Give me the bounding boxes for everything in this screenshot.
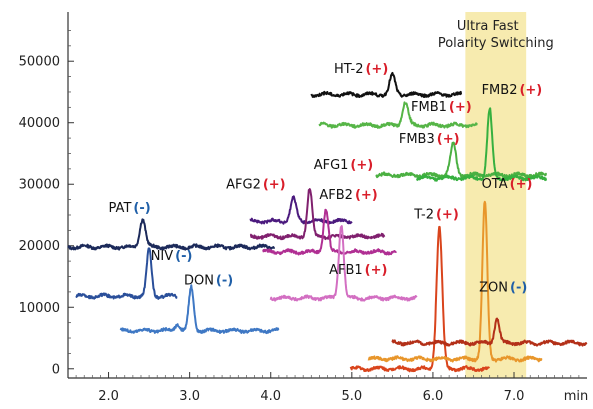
x-tick-label: 2.0 [98, 389, 119, 404]
peak-label-name: NIV [151, 249, 174, 264]
peak-label-name: FMB2 [482, 83, 518, 98]
trace-afb1 [269, 225, 418, 302]
x-tick-label: 6.0 [423, 389, 444, 404]
trace-fmb1 [318, 101, 478, 129]
peak-label-fmb2: FMB2 (+) [482, 83, 543, 98]
trace-afb2 [262, 208, 398, 256]
peak-label-polarity: (+) [365, 62, 388, 77]
trace-t-2 [349, 225, 491, 373]
peak-label-ht-2: HT-2 (+) [334, 62, 388, 77]
peak-labels: PAT (-)NIV (-)DON (-)AFG2 (+)AFG1 (+)AFB2 (+)A… [109, 62, 543, 295]
trace-afg2 [249, 195, 353, 225]
peak-label-afb1: AFB1 (+) [329, 263, 387, 278]
peak-label-name: DON [184, 274, 214, 289]
trace-zon [391, 317, 588, 347]
peak-label-zon: ZON (-) [479, 280, 527, 295]
peak-label-fmb3: FMB3 (+) [399, 132, 460, 147]
peak-label-name: OTA [482, 177, 508, 192]
peak-label-name: AFB1 [329, 263, 363, 278]
x-tick-label: 7.0 [504, 389, 525, 404]
peak-label-fmb1: FMB1 (+) [411, 100, 472, 115]
peak-label-name: ZON [479, 280, 508, 295]
peak-label-niv: NIV (-) [151, 249, 193, 264]
peak-label-pat: PAT (-) [109, 201, 151, 216]
peak-label-polarity: (-) [216, 274, 233, 289]
trace-fmb2 [415, 107, 548, 182]
y-tick-label: 20000 [19, 239, 60, 254]
peak-label-polarity: (+) [437, 132, 460, 147]
peak-label-ota: OTA (+) [482, 177, 533, 192]
peak-label-polarity: (+) [350, 158, 373, 173]
chart-axes: 0 10000 20000 30000 40000 50000 2.0 3.0 4.0 5.0 6.… [19, 12, 589, 404]
x-tick-label: 3.0 [179, 389, 200, 404]
trace-fmb3 [375, 141, 548, 179]
trace-niv [75, 247, 178, 300]
peak-label-polarity: (-) [133, 201, 150, 216]
peak-label-name: AFG1 [314, 158, 349, 173]
peak-label-name: AFB2 [319, 188, 353, 203]
peak-label-name: AFG2 [226, 178, 261, 193]
trace-pat [67, 218, 276, 251]
trace-don [119, 284, 280, 335]
peak-label-polarity: (+) [510, 177, 533, 192]
peak-label-name: PAT [109, 201, 132, 216]
peak-label-polarity: (-) [510, 280, 527, 295]
x-tick-label: 4.0 [260, 389, 281, 404]
peak-label-polarity: (+) [449, 100, 472, 115]
trace-ht-2 [310, 71, 463, 98]
highlight-band-rect [465, 12, 527, 378]
chromatogram-traces [67, 71, 588, 373]
y-tick-label: 0 [52, 362, 60, 377]
peak-label-polarity: (+) [263, 178, 286, 193]
peak-label-name: T-2 [413, 208, 434, 223]
peak-label-afb2: AFB2 (+) [319, 188, 377, 203]
y-tick-label: 10000 [19, 301, 60, 316]
peak-label-polarity: (+) [365, 263, 388, 278]
band-label-line-1: Polarity Switching [438, 36, 554, 51]
trace-ota [367, 200, 543, 363]
peak-label-polarity: (+) [436, 208, 459, 223]
peak-label-don: DON (-) [184, 274, 233, 289]
peak-label-afg1: AFG1 (+) [314, 158, 374, 173]
polarity-switching-band: Ultra Fast Polarity Switching [438, 12, 554, 378]
trace-afg1 [249, 188, 386, 241]
peak-label-afg2: AFG2 (+) [226, 178, 286, 193]
x-tick-label: 5.0 [341, 389, 362, 404]
peak-label-name: HT-2 [334, 62, 364, 77]
y-tick-label: 50000 [19, 55, 60, 70]
peak-label-name: FMB1 [411, 100, 447, 115]
peak-label-name: FMB3 [399, 132, 435, 147]
peak-label-polarity: (-) [175, 249, 192, 264]
y-tick-label: 40000 [19, 116, 60, 131]
peak-label-polarity: (+) [519, 83, 542, 98]
y-tick-label: 30000 [19, 178, 60, 193]
band-label-line-0: Ultra Fast [457, 19, 519, 34]
x-unit-label: min [564, 389, 589, 404]
peak-label-polarity: (+) [355, 188, 378, 203]
peak-label-t-2: T-2 (+) [413, 208, 459, 223]
